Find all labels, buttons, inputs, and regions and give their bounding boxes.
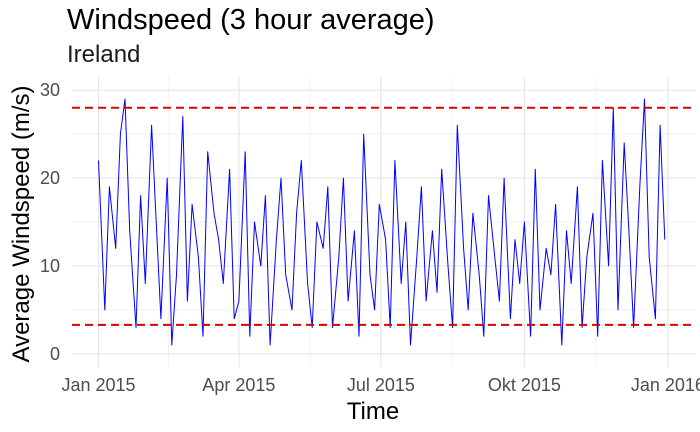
- reference-lines: [72, 106, 696, 326]
- x-tick-label: Jan 2015: [61, 375, 135, 395]
- y-tick-label: 20: [40, 168, 60, 188]
- windspeed-line: [98, 98, 666, 346]
- y-axis-title: Average Windspeed (m/s): [8, 85, 35, 362]
- x-axis-title: Time: [347, 398, 399, 425]
- x-tick-label: Jul 2015: [347, 375, 415, 395]
- chart-title: Windspeed (3 hour average): [67, 4, 435, 36]
- y-tick-label: 30: [40, 80, 60, 100]
- x-tick-label: Jan 2016: [631, 375, 700, 395]
- minor-gridlines: [72, 77, 696, 367]
- series-layer: [98, 98, 666, 346]
- x-axis-ticks: Jan 2015 Apr 2015 Jul 2015 Okt 2015 Jan 2016: [61, 375, 700, 395]
- y-axis-ticks: 0 10 20 30: [40, 80, 60, 364]
- major-gridlines: [72, 77, 696, 367]
- x-tick-label: Okt 2015: [488, 375, 561, 395]
- chart-subtitle: Ireland: [67, 41, 141, 68]
- y-tick-label: 0: [50, 344, 60, 364]
- x-tick-label: Apr 2015: [202, 375, 275, 395]
- y-tick-label: 10: [40, 256, 60, 276]
